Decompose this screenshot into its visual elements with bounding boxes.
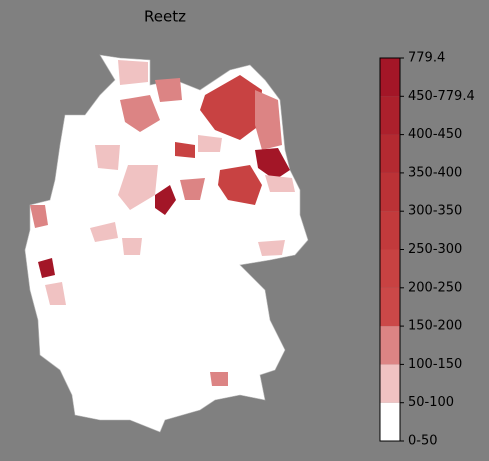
colorbar-segment <box>380 211 400 250</box>
colorbar-label: 400-450 <box>408 127 462 142</box>
colorbar-label: 150-200 <box>408 319 462 334</box>
colorbar-label: 350-400 <box>408 165 462 180</box>
colorbar-segment <box>380 287 400 327</box>
region <box>198 135 222 152</box>
region <box>255 148 290 180</box>
region <box>255 90 282 150</box>
region <box>95 145 120 170</box>
region <box>155 78 182 102</box>
colorbar-segment <box>380 172 400 212</box>
colorbar-segment <box>380 58 400 97</box>
region <box>118 165 158 210</box>
region <box>210 372 228 386</box>
colorbar-segment <box>380 249 400 288</box>
region <box>90 222 118 242</box>
colorbar-label: 200-250 <box>408 280 462 295</box>
region <box>175 142 195 158</box>
colorbar-label: 100-150 <box>408 357 462 372</box>
colorbar-label: 300-350 <box>408 204 462 219</box>
region <box>45 282 66 305</box>
region <box>218 165 262 205</box>
colorbar-label: 450-779.4 <box>408 89 475 104</box>
colorbar-label: 50-100 <box>408 395 454 410</box>
region <box>118 60 148 85</box>
colorbar-segment <box>380 134 400 173</box>
colorbar-segment <box>380 402 400 441</box>
map <box>24 54 309 433</box>
colorbar-segment <box>380 364 400 403</box>
region <box>180 178 205 200</box>
region <box>155 185 176 215</box>
colorbar-label: 0-50 <box>408 434 438 449</box>
region <box>30 205 48 228</box>
region <box>265 175 295 192</box>
region <box>38 258 55 278</box>
colorbar-label: 779.4 <box>408 51 445 66</box>
colorbar-label: 250-300 <box>408 242 462 257</box>
chart-title: Reetz <box>144 8 186 26</box>
region <box>258 240 285 256</box>
colorbar-segment <box>380 96 400 135</box>
region <box>120 95 160 132</box>
colorbar: 0-50 50-100 100-150 150-200 200-250 250-300 30… <box>379 51 475 449</box>
region <box>122 238 142 255</box>
colorbar-segment <box>380 326 400 365</box>
region <box>200 75 262 140</box>
